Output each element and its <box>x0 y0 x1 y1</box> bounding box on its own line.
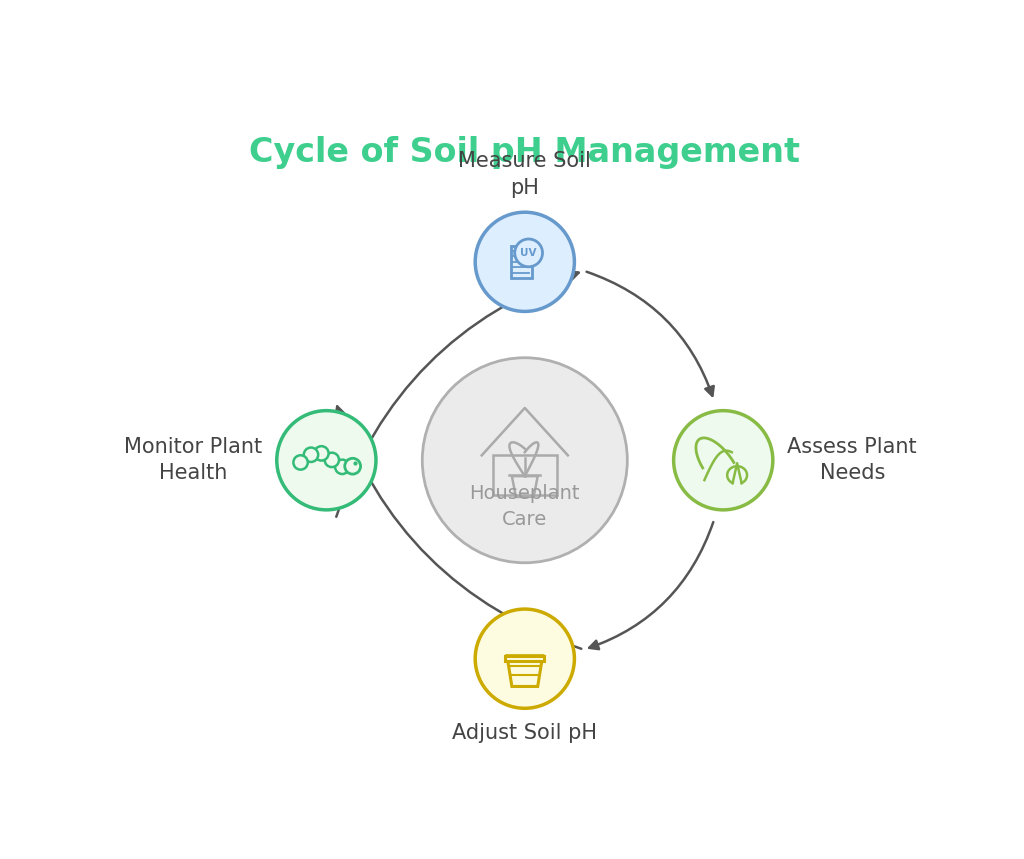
Circle shape <box>475 609 574 709</box>
Circle shape <box>276 411 376 510</box>
Bar <box>506 655 544 661</box>
Circle shape <box>475 212 574 312</box>
Circle shape <box>304 448 318 462</box>
Circle shape <box>314 446 329 460</box>
Text: Measure Soil
pH: Measure Soil pH <box>459 151 591 198</box>
Circle shape <box>335 460 349 474</box>
Circle shape <box>422 357 628 563</box>
Circle shape <box>325 453 339 467</box>
Text: Monitor Plant
Health: Monitor Plant Health <box>124 437 262 484</box>
Circle shape <box>294 455 308 470</box>
Circle shape <box>674 411 773 510</box>
Circle shape <box>515 239 543 267</box>
FancyArrowPatch shape <box>587 271 714 396</box>
FancyArrowPatch shape <box>589 522 714 649</box>
Bar <box>493 455 557 496</box>
Text: Cycle of Soil pH Management: Cycle of Soil pH Management <box>249 137 801 169</box>
FancyArrowPatch shape <box>336 406 582 649</box>
FancyArrowPatch shape <box>336 271 579 517</box>
Text: Houseplant
Care: Houseplant Care <box>470 484 580 529</box>
Circle shape <box>345 459 359 473</box>
Text: Assess Plant
Needs: Assess Plant Needs <box>787 437 918 484</box>
Bar <box>511 246 531 278</box>
Text: Adjust Soil pH: Adjust Soil pH <box>453 722 597 743</box>
Text: UV: UV <box>520 248 537 258</box>
Polygon shape <box>507 655 543 686</box>
Circle shape <box>345 459 360 474</box>
